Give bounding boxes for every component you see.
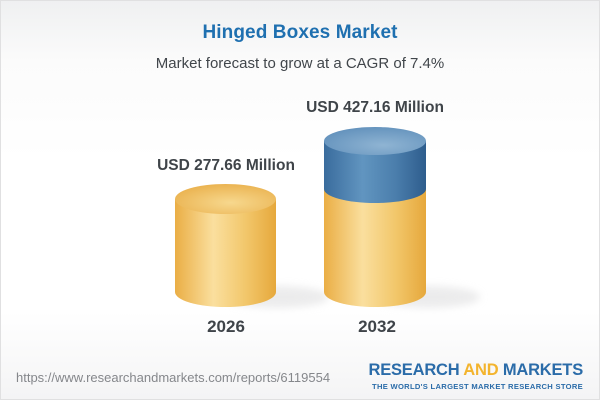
report-url: https://www.researchandmarkets.com/repor… xyxy=(16,370,331,385)
page-subtitle: Market forecast to grow at a CAGR of 7.4… xyxy=(155,55,445,72)
brand-word-and: AND xyxy=(463,361,499,379)
value-label-2032: USD 427.16 Million xyxy=(306,99,444,116)
value-label-2026: USD 277.66 Million xyxy=(157,157,295,174)
category-label-2032: 2032 xyxy=(358,317,396,336)
brand-tagline: THE WORLD'S LARGEST MARKET RESEARCH STOR… xyxy=(372,382,583,391)
bar-2026 xyxy=(175,184,276,307)
brand-word-markets: MARKETS xyxy=(502,361,583,379)
footer: https://www.researchandmarkets.com/repor… xyxy=(1,349,599,399)
brand-wordmark: RESEARCH AND MARKETS xyxy=(368,361,583,380)
page-title: Hinged Boxes Market xyxy=(202,22,398,43)
bar-2032 xyxy=(324,127,426,307)
brand-logo: RESEARCH AND MARKETS THE WORLD'S LARGEST… xyxy=(368,361,583,391)
brand-word-research: RESEARCH xyxy=(368,361,460,379)
category-label-2026: 2026 xyxy=(207,317,245,336)
header: Hinged Boxes Market Market forecast to g… xyxy=(1,1,599,72)
